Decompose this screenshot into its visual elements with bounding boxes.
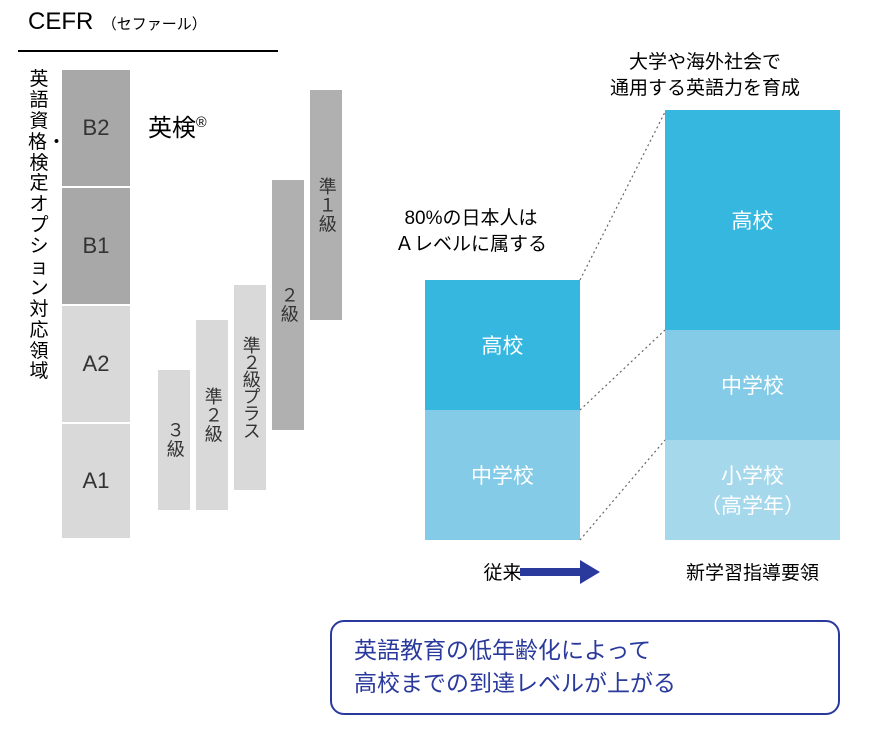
cefr-level: B2 (62, 70, 130, 186)
caption-mid: 80%の日本人はＡレベルに属する (395, 206, 547, 257)
eiken-bar: ３級 (158, 370, 190, 510)
after-block: 中学校 (665, 330, 840, 440)
eiken-bar: 準２級プラス (234, 285, 266, 490)
before-block: 高校 (425, 280, 580, 410)
cefr-level: B1 (62, 188, 130, 304)
callout-line: 英語教育の低年齢化によって (354, 634, 816, 667)
caption-top: 大学や海外社会で通用する英語力を育成 (610, 50, 800, 101)
after-footer: 新学習指導要領 (665, 558, 840, 585)
cefr-level: A1 (62, 424, 130, 538)
after-block: 小学校（高学年） (665, 440, 840, 540)
eiken-bar: 準２級 (196, 320, 228, 510)
before-footer: 従来 (425, 558, 580, 585)
eiken-label: 英検® (148, 108, 207, 143)
before-block: 中学校 (425, 410, 580, 540)
callout-line: 高校までの到達レベルが上がる (354, 667, 816, 700)
callout-box: 英語教育の低年齢化によって 高校までの到達レベルが上がる (330, 620, 840, 715)
cefr-level: A2 (62, 306, 130, 422)
eiken-bar: ２級 (272, 180, 304, 430)
eiken-bar: 準１級 (310, 90, 342, 320)
after-block: 高校 (665, 110, 840, 330)
